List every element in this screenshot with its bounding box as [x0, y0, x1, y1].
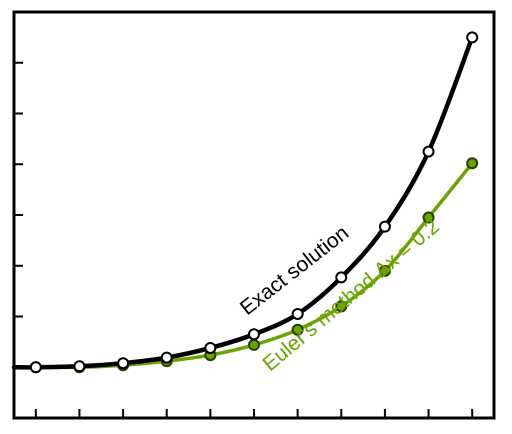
- series-markers: [29, 31, 479, 374]
- exact-point-2: [117, 357, 130, 370]
- euler-point-9: [422, 211, 435, 224]
- exact-curve: [11, 35, 475, 370]
- euler-point-10: [466, 157, 479, 170]
- euler-point-8: [378, 264, 391, 277]
- euler-point-5: [248, 338, 260, 351]
- exact-point-8: [378, 220, 391, 233]
- exact-point-10: [466, 31, 479, 44]
- exact-point-1: [73, 360, 86, 373]
- exact-point-0: [29, 361, 42, 374]
- axes: [12, 10, 496, 420]
- exact-point-9: [422, 145, 435, 158]
- euler-point-6: [291, 323, 304, 336]
- plot-frame: [12, 10, 496, 420]
- exact-point-4: [204, 341, 217, 354]
- series-curves: [11, 35, 475, 370]
- exact-point-5: [248, 328, 260, 341]
- exact-point-3: [160, 351, 173, 364]
- euler-point-7: [335, 300, 348, 313]
- exact-point-6: [291, 307, 304, 320]
- exact-point-7: [335, 271, 348, 284]
